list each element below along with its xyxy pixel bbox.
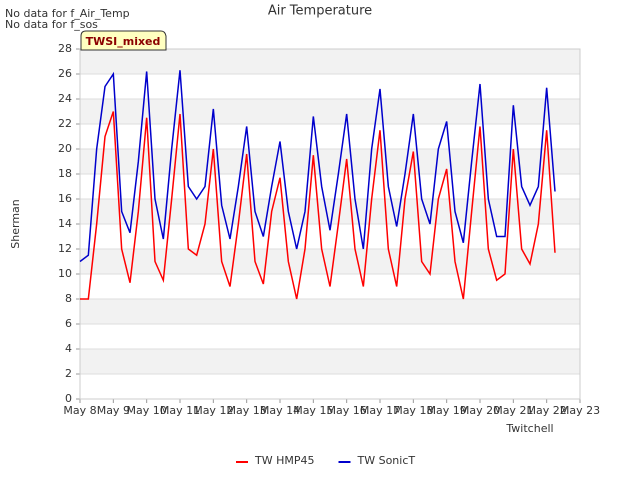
x-axis-label: Twitchell	[505, 422, 553, 435]
y-tick-label: 10	[58, 267, 72, 280]
grid-band	[80, 49, 580, 74]
note: No data for f_Air_Temp	[5, 7, 130, 20]
grid-band	[80, 149, 580, 174]
y-tick-label: 12	[58, 242, 72, 255]
grid-band	[80, 199, 580, 224]
x-tick-label: May 12	[193, 404, 233, 417]
y-tick-label: 4	[65, 342, 72, 355]
series-line	[79, 70, 556, 263]
x-tick-label: May 15	[293, 404, 333, 417]
y-tick-label: 18	[58, 167, 72, 180]
annotation-bg	[80, 30, 167, 51]
legend-label: TW SonicT	[357, 454, 416, 467]
grid-band	[80, 349, 580, 374]
x-tick-label: May 19	[427, 404, 467, 417]
y-axis-label: Sherman	[9, 199, 22, 249]
x-tick-label: May 16	[327, 404, 367, 417]
y-tick-label: 2	[65, 367, 72, 380]
y-tick-label: 6	[65, 317, 72, 330]
x-tick-label: May 10	[127, 404, 167, 417]
y-tick-label: 28	[58, 42, 72, 55]
x-tick-label: May 11	[160, 404, 200, 417]
y-tick-label: 8	[65, 292, 72, 305]
note: No data for f_sos	[5, 18, 98, 31]
y-tick-label: 16	[58, 192, 72, 205]
x-tick-label: May 8	[63, 404, 96, 417]
series-line	[80, 111, 556, 300]
x-tick-label: May 18	[393, 404, 433, 417]
annotation: TWSI_mixed	[86, 35, 161, 48]
y-tick-label: 22	[58, 117, 72, 130]
grid-band	[80, 299, 580, 324]
x-tick-label: May 17	[360, 404, 400, 417]
grid-band	[80, 99, 580, 124]
x-tick-label: May 23	[560, 404, 600, 417]
chart-title: Air Temperature	[268, 4, 372, 19]
grid-band	[80, 249, 580, 274]
y-tick-label: 0	[65, 392, 72, 405]
annotation-box: TWSI_mixed	[80, 30, 167, 51]
plot-border	[79, 48, 581, 400]
x-tick-label: May 20	[460, 404, 500, 417]
x-tick-label: May 9	[97, 404, 130, 417]
y-tick-label: 26	[58, 67, 72, 80]
y-tick-label: 24	[58, 92, 72, 105]
legend-label: TW HMP45	[254, 454, 315, 467]
x-tick-label: May 21	[493, 404, 533, 417]
x-tick-label: May 22	[527, 404, 567, 417]
y-tick-label: 14	[58, 217, 72, 230]
y-tick-label: 20	[58, 142, 72, 155]
x-tick-label: May 14	[260, 404, 300, 417]
x-tick-label: May 13	[227, 404, 267, 417]
